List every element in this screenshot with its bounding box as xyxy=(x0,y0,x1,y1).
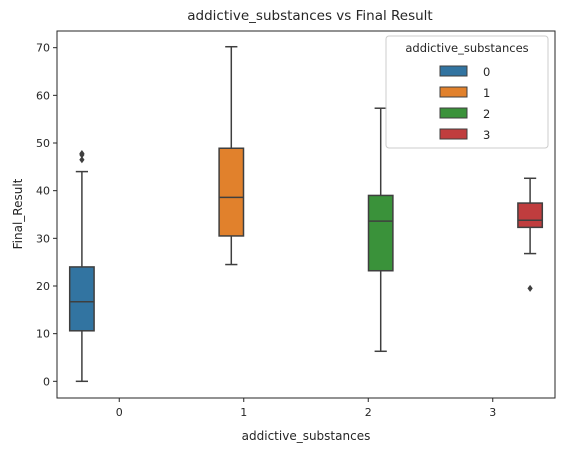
box-body xyxy=(367,194,394,272)
legend-swatch xyxy=(439,107,468,119)
legend-entry: 3 xyxy=(483,128,490,142)
y-tick-label: 40 xyxy=(36,185,50,198)
y-tick-label: 60 xyxy=(36,89,50,102)
legend-swatch xyxy=(439,128,468,140)
box-0 xyxy=(68,149,95,383)
box-1 xyxy=(218,45,245,266)
legend-entry: 0 xyxy=(483,65,490,79)
y-tick-label: 30 xyxy=(36,232,50,245)
x-axis-label: addictive_substances xyxy=(242,429,371,443)
box-2 xyxy=(367,107,394,353)
legend-swatch xyxy=(439,86,468,98)
x-tick-label: 1 xyxy=(240,406,247,419)
box-body xyxy=(218,147,245,237)
box-3 xyxy=(517,177,544,292)
outlier-point xyxy=(79,149,85,157)
box-body xyxy=(68,266,95,332)
legend: addictive_substances 0 1 2 3 xyxy=(385,35,549,149)
legend-entry: 2 xyxy=(483,107,490,121)
y-tick-label: 20 xyxy=(36,280,50,293)
outlier-point xyxy=(79,156,85,164)
chart-title: addictive_substances vs Final Result xyxy=(187,8,432,24)
legend-entry: 1 xyxy=(483,86,490,100)
y-tick-label: 50 xyxy=(36,137,50,150)
box-body xyxy=(517,202,544,229)
legend-title: addictive_substances xyxy=(405,41,528,55)
legend-swatch xyxy=(439,65,468,77)
x-tick-label: 3 xyxy=(489,406,496,419)
plot-frame xyxy=(56,30,556,399)
y-tick-label: 10 xyxy=(36,328,50,341)
x-tick-label: 2 xyxy=(365,406,372,419)
y-axis-label: Final_Result xyxy=(11,178,25,249)
y-tick-label: 70 xyxy=(36,42,50,55)
outlier-point xyxy=(527,284,533,292)
y-tick-label: 0 xyxy=(43,375,50,388)
x-tick-label: 0 xyxy=(116,406,123,419)
